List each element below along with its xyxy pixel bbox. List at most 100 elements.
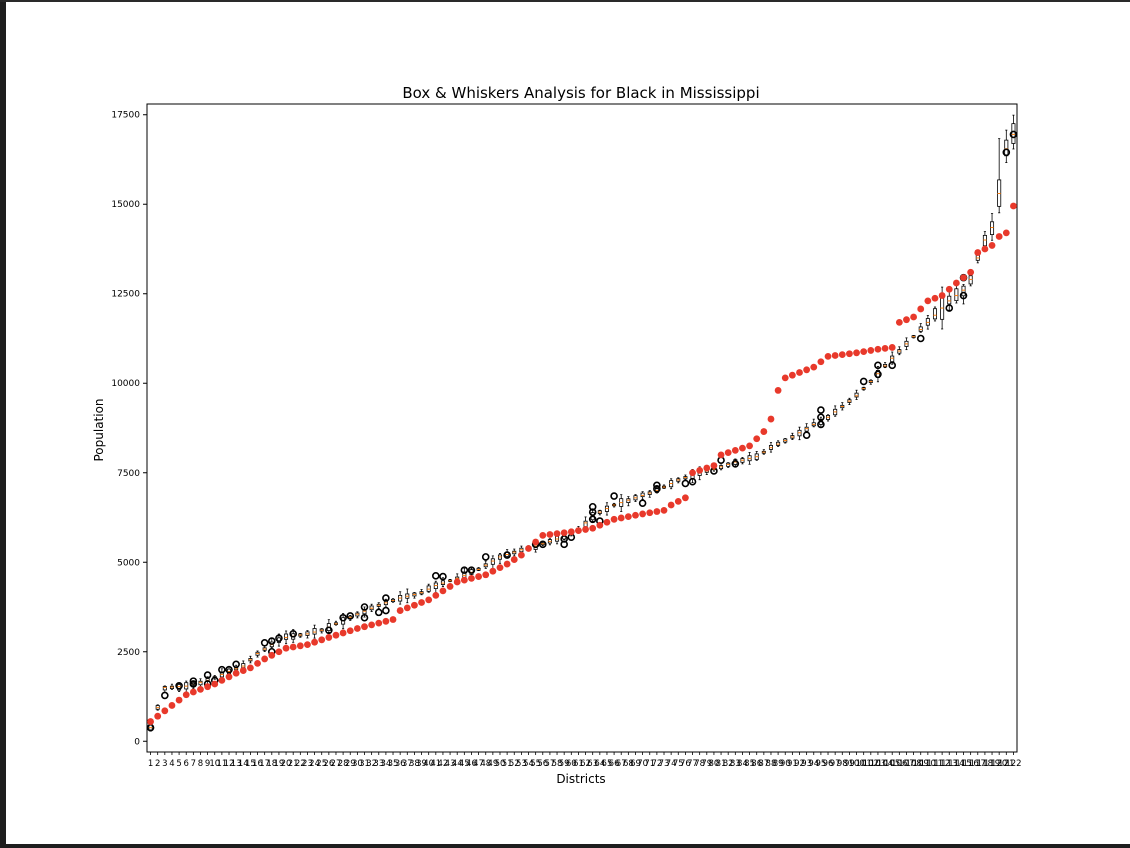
red-data-point — [346, 627, 354, 635]
red-data-point — [304, 641, 311, 648]
outlier-point — [161, 691, 169, 700]
outlier-point — [374, 608, 383, 617]
x-tick-label: 84 — [737, 759, 748, 769]
x-tick-label: 36 — [395, 759, 406, 769]
x-tick-label: 61 — [573, 759, 584, 769]
outlier-point — [610, 492, 618, 500]
outlier-point — [218, 665, 226, 674]
red-data-point — [960, 274, 967, 282]
x-tick-label: 110 — [920, 759, 936, 769]
box — [982, 234, 987, 247]
outlier-point — [888, 361, 897, 370]
red-data-point — [154, 712, 162, 720]
red-data-point — [239, 667, 247, 674]
red-data-point — [403, 604, 411, 612]
x-tick-label: 49 — [487, 759, 498, 769]
outlier-point — [916, 334, 925, 343]
x-tick-label: 71 — [644, 759, 655, 769]
x-tick-label: 75 — [673, 759, 684, 769]
figure-canvas: Box & Whiskers Analysis for Black in Mis… — [6, 2, 1130, 844]
x-tick-label: 54 — [523, 759, 534, 769]
red-data-point — [917, 305, 925, 313]
x-tick-label: 101 — [856, 759, 872, 769]
box — [198, 680, 203, 686]
red-data-point — [981, 245, 989, 253]
x-tick-label: 97 — [830, 759, 841, 769]
x-tick-label: 13 — [231, 759, 242, 769]
box — [890, 355, 895, 363]
outlier-point — [817, 413, 825, 422]
red-data-point — [539, 532, 547, 539]
x-tick-label: 18 — [266, 759, 277, 769]
x-tick-label: 50 — [495, 759, 506, 769]
outlier-point — [817, 420, 825, 429]
x-tick-label: 26 — [323, 759, 334, 769]
x-tick-label: 78 — [694, 759, 705, 769]
outlier-point — [189, 677, 198, 685]
x-tick-label: 16 — [252, 759, 263, 769]
box-plot-chart: Box & Whiskers Analysis for Black in Mis… — [92, 84, 1022, 786]
red-data-point — [632, 511, 639, 519]
box — [284, 633, 289, 640]
box — [954, 288, 959, 302]
red-data-point — [724, 449, 732, 457]
red-data-point — [532, 538, 540, 546]
red-data-point — [218, 676, 226, 684]
y-tick-label: 5000 — [117, 558, 140, 568]
x-tick-label: 106 — [891, 759, 907, 769]
outlier-point — [225, 665, 233, 674]
outlier-point — [653, 481, 661, 490]
outlier-point — [460, 566, 469, 574]
red-data-point — [567, 528, 575, 536]
red-data-point — [489, 567, 497, 575]
red-data-point — [261, 655, 269, 663]
x-tick-label: 92 — [794, 759, 805, 769]
red-data-point — [482, 571, 490, 579]
x-tick-label: 39 — [416, 759, 427, 769]
box — [177, 684, 182, 691]
y-tick-label: 10000 — [111, 379, 140, 389]
red-data-point — [553, 530, 561, 538]
x-tick-label: 14 — [238, 759, 249, 769]
outlier-point — [538, 540, 547, 549]
outlier-point — [467, 566, 476, 574]
x-tick-label: 46 — [466, 759, 477, 769]
outlier-point — [817, 406, 825, 414]
red-data-point — [525, 545, 532, 552]
x-tick-label: 114 — [948, 759, 964, 769]
outlier-point — [203, 671, 212, 679]
x-tick-label: 98 — [837, 759, 848, 769]
red-data-point — [439, 587, 447, 595]
red-data-point — [247, 664, 254, 672]
y-tick-label: 12500 — [111, 290, 140, 300]
x-tick-label: 11 — [216, 759, 227, 769]
outlier-point — [681, 479, 690, 488]
red-data-point — [582, 526, 589, 533]
red-data-point — [353, 625, 361, 632]
x-tick-label: 88 — [766, 759, 777, 769]
outlier-point — [638, 499, 647, 507]
x-tick-label: 89 — [773, 759, 784, 769]
x-tick-label: 104 — [877, 759, 893, 769]
outlier-point — [481, 553, 490, 561]
x-tick-label: 81 — [716, 759, 727, 769]
red-data-point — [339, 629, 347, 637]
red-data-point — [147, 718, 154, 725]
outlier-point — [588, 515, 597, 524]
red-data-point — [496, 564, 504, 572]
outlier-point — [382, 606, 390, 615]
red-data-point — [967, 268, 975, 276]
x-tick-label: 90 — [780, 759, 791, 769]
red-data-point — [204, 683, 212, 691]
x-tick-label: 1 — [148, 759, 153, 769]
outlier-point — [959, 291, 968, 300]
red-data-point — [703, 464, 711, 472]
plot-frame — [146, 103, 1018, 753]
x-tick-label: 4 — [169, 759, 174, 769]
red-data-point — [753, 435, 761, 443]
outlier-point — [859, 377, 868, 386]
red-data-point — [425, 596, 433, 604]
x-tick-label: 120 — [991, 759, 1007, 769]
box — [947, 295, 952, 305]
